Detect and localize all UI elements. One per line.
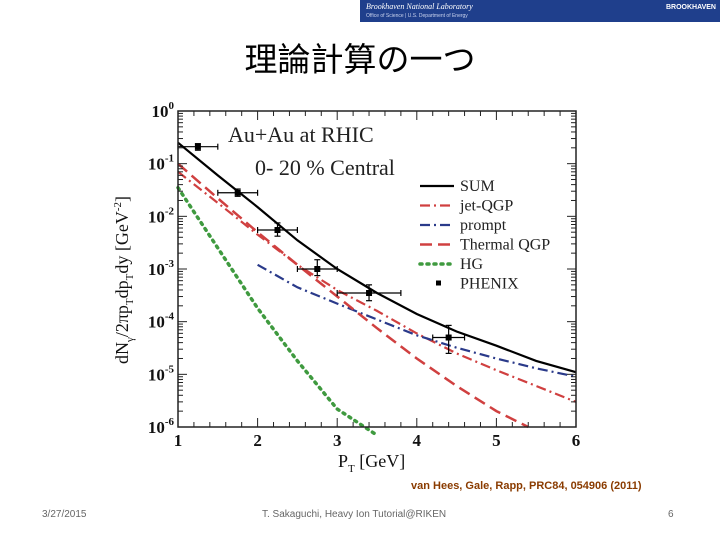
legend-item-hg: HG	[418, 256, 484, 273]
phenix-point-6	[432, 324, 466, 354]
y-tick-label: 10-1	[148, 153, 174, 174]
legend-item-prompt: prompt	[420, 217, 507, 234]
y-tick-label: 10-6	[148, 416, 175, 437]
series-prompt-line	[257, 263, 577, 378]
legend-label: HG	[460, 256, 484, 273]
y-axis-label: dNγ/2πpTdpTdy [GeV-2]	[112, 196, 136, 364]
phenix-point-5	[336, 284, 402, 302]
annotation-centrality: 0- 20 % Central	[255, 155, 395, 180]
x-tick-label: 1	[174, 431, 183, 450]
legend-item-sum: SUM	[420, 178, 495, 195]
phenix-point-4	[296, 259, 338, 277]
legend-swatch-phenix	[436, 280, 441, 286]
phenix-marker-1	[194, 143, 201, 150]
phenix-point-2	[217, 188, 259, 197]
ticks-layer	[177, 110, 577, 428]
phenix-point-3	[257, 222, 298, 237]
slide-title: 理論計算の一つ	[244, 40, 476, 79]
series-hg-line	[176, 185, 379, 437]
legend-label: prompt	[460, 217, 507, 234]
phenix-marker-4	[314, 266, 321, 272]
lab-subtitle: Office of Science | U.S. Department of E…	[366, 13, 468, 19]
phenix-point-1	[177, 143, 219, 151]
x-tick-label: 4	[413, 431, 422, 450]
x-tick-label: 3	[333, 431, 342, 450]
y-tick-label: 10-4	[148, 311, 175, 332]
footer-author: T. Sakaguchi, Heavy Ion Tutorial@RIKEN	[262, 509, 447, 520]
phenix-marker-5	[366, 290, 373, 297]
header-banner: Brookhaven National Laboratory Office of…	[360, 0, 720, 22]
lab-name: Brookhaven National Laboratory	[366, 2, 473, 11]
legend-label: SUM	[460, 178, 495, 195]
legend: SUM jet-QGP prompt Thermal QGP HG PHENIX	[418, 178, 550, 293]
y-tick-labels: 100 10-1 10-2 10-3 10-4 10-5 10-6	[148, 100, 175, 437]
y-tick-label: 10-3	[148, 258, 175, 279]
citation: van Hees, Gale, Rapp, PRC84, 054906 (201…	[411, 480, 642, 492]
legend-label: PHENIX	[460, 276, 519, 293]
x-tick-labels: 1 2 3 4 5 6	[174, 431, 581, 450]
y-tick-label: 10-2	[148, 205, 175, 226]
x-axis-label: PT [GeV]	[338, 451, 405, 475]
legend-label: jet-QGP	[459, 198, 513, 215]
phenix-marker-6	[445, 334, 452, 341]
y-tick-label: 100	[152, 100, 175, 121]
phenix-marker-3	[274, 227, 281, 234]
y-tick-label: 10-5	[148, 363, 175, 384]
footer-date: 3/27/2015	[42, 509, 87, 520]
x-tick-label: 5	[492, 431, 501, 450]
phenix-marker-2	[234, 189, 241, 196]
x-tick-label: 2	[253, 431, 262, 450]
brookhaven-logo: BROOKHAVEN	[665, 4, 716, 11]
legend-item-phenix: PHENIX	[436, 276, 519, 293]
legend-item-thermal-qgp: Thermal QGP	[420, 237, 550, 254]
legend-item-jet-qgp: jet-QGP	[420, 198, 513, 215]
annotation-collision: Au+Au at RHIC	[228, 122, 374, 147]
series-jet-qgp-line	[177, 170, 577, 403]
x-tick-label: 6	[572, 431, 581, 450]
legend-label: Thermal QGP	[460, 237, 550, 254]
footer-page: 6	[668, 509, 674, 520]
series-thermal-qgp-line	[177, 162, 529, 429]
